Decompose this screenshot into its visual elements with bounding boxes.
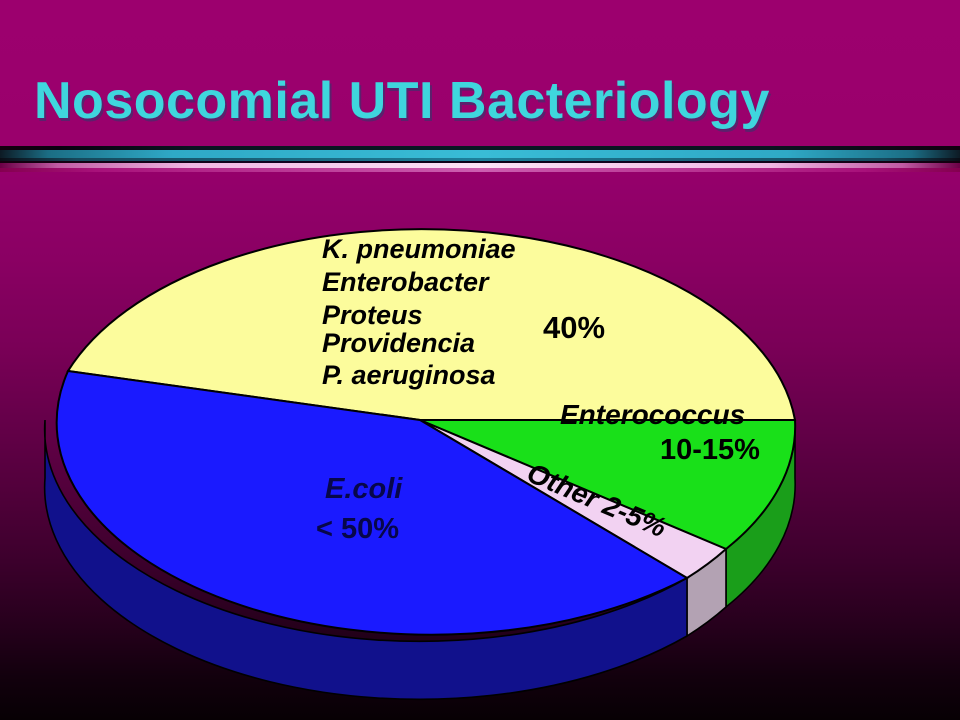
divider-band-pink xyxy=(0,163,960,168)
pie-slice-gram-negative-group xyxy=(66,228,797,421)
divider-band-teal xyxy=(0,150,960,158)
divider-ribbon xyxy=(0,146,960,172)
label-proteus: Proteus xyxy=(322,300,423,330)
label-p-aeruginosa: P. aeruginosa xyxy=(322,360,496,390)
label-k-pneumoniae: K. pneumoniae xyxy=(322,234,516,264)
divider-band-teal-lower xyxy=(0,158,960,161)
page-title: Nosocomial UTI Bacteriology xyxy=(34,72,770,130)
label-enterococcus: Enterococcus xyxy=(560,399,745,430)
slide-title-bar: Nosocomial UTI Bacteriology xyxy=(0,62,960,140)
label-enterococcus-percent: 10-15% xyxy=(660,434,760,466)
divider-band-dark-middle xyxy=(0,161,960,163)
label-ecoli-percent: < 50% xyxy=(316,513,399,545)
pie-slice-ecoli xyxy=(55,369,690,636)
label-ecoli: E.coli xyxy=(325,473,403,505)
divider-band-pink-lower xyxy=(0,168,960,172)
label-enterobacter: Enterobacter xyxy=(322,267,490,297)
label-providencia: Providencia xyxy=(322,328,475,358)
pie-slice-enterococcus xyxy=(419,419,797,551)
pie-side-ecoli xyxy=(43,419,688,701)
label-gram-negative-percent: 40% xyxy=(543,310,605,345)
divider-band-dark-top xyxy=(0,146,960,150)
